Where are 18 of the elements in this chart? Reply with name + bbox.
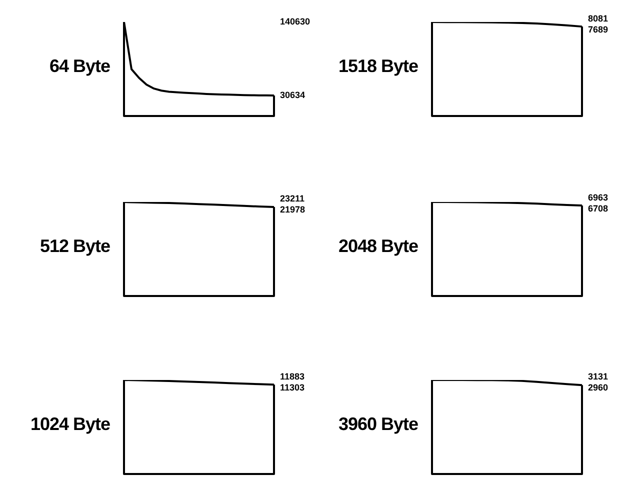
data-label: 6963 xyxy=(588,192,608,203)
data-label: 11883 xyxy=(280,371,305,382)
y-tick-label: 140630 xyxy=(280,16,310,26)
text: 3960 Byte xyxy=(337,414,418,435)
text: 64 Byte xyxy=(48,56,110,77)
data-label: 6708 xyxy=(588,204,608,214)
data-label: 8081 xyxy=(588,13,608,24)
text: 512 Byte xyxy=(38,236,110,257)
text: 1024 Byte xyxy=(29,414,110,435)
data-label: 7689 xyxy=(588,24,608,34)
y-tick-label: 30634 xyxy=(280,90,306,100)
data-label: 3131 xyxy=(588,372,608,382)
data-label: 11303 xyxy=(280,382,305,392)
data-label: 21978 xyxy=(280,204,306,214)
data-label: 23211 xyxy=(280,193,305,204)
data-label: 2960 xyxy=(588,382,608,393)
text: 2048 Byte xyxy=(337,236,418,257)
text: 1518 Byte xyxy=(337,56,418,77)
